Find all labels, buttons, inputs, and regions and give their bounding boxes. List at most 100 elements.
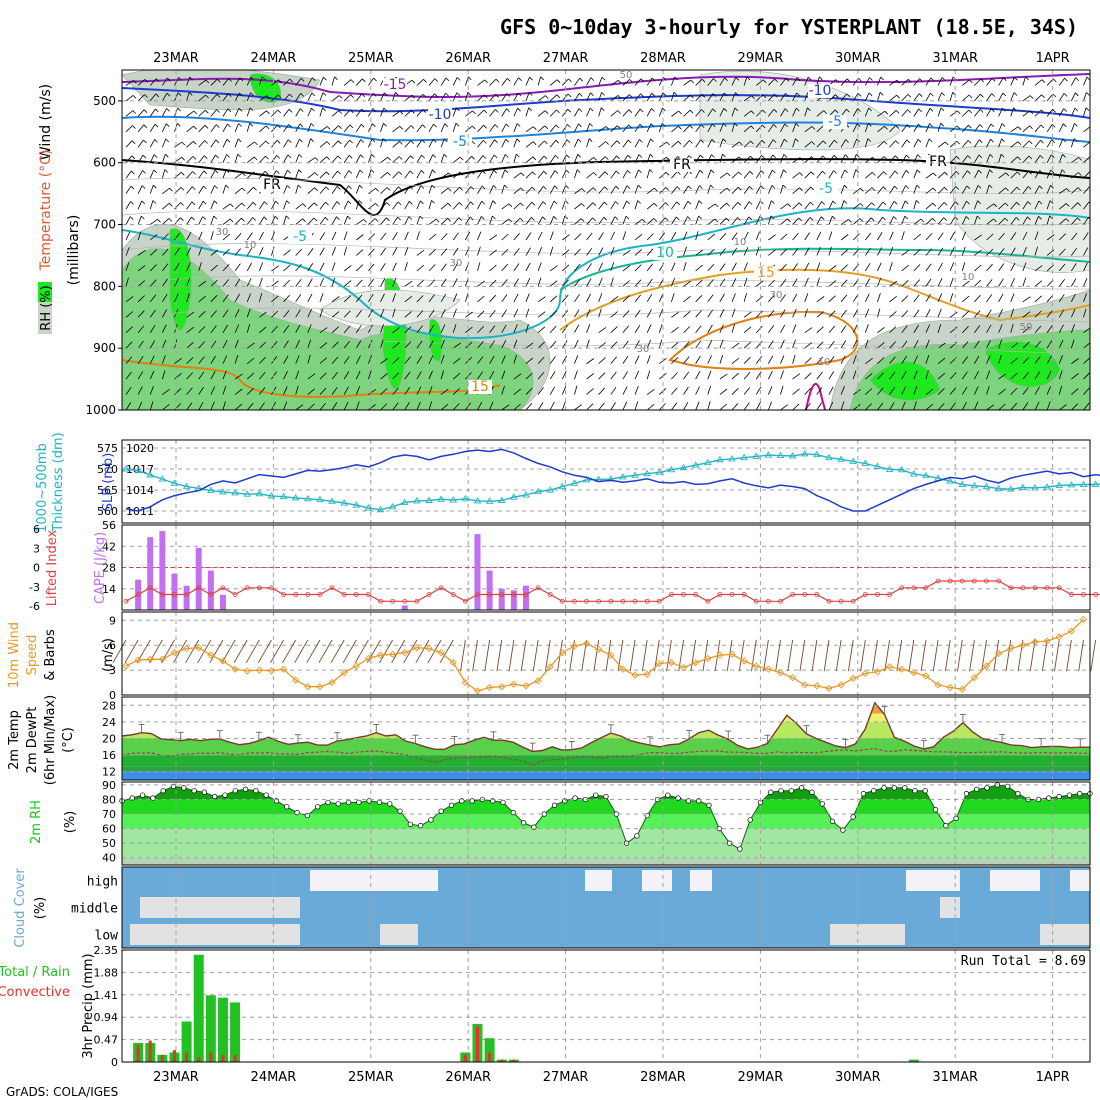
wind-barb <box>864 107 870 117</box>
wind-barb-feather <box>1028 155 1033 160</box>
wind-barb-feather <box>264 171 269 175</box>
wind-barb <box>549 356 556 364</box>
thickness-point <box>716 455 724 463</box>
wind-barb-feather <box>411 79 416 84</box>
precip-convective-bar <box>475 1026 479 1062</box>
wind-barb <box>743 402 750 410</box>
wind-barb <box>137 170 143 179</box>
wind-barb-feather <box>761 155 765 159</box>
wind-barb <box>343 231 348 241</box>
wind-barb-feather <box>724 77 728 82</box>
y-tick-label: 28 <box>102 699 116 712</box>
temp-fill <box>122 702 1090 767</box>
wind-barb-feather <box>567 93 572 98</box>
wind-barb <box>949 277 954 287</box>
cloud-gap <box>940 897 960 918</box>
wind-barb <box>319 357 327 364</box>
wind-barb-feather <box>771 185 776 189</box>
wind-barb-feather <box>202 216 206 220</box>
thickness-point <box>740 453 748 461</box>
wind-barb <box>695 279 703 287</box>
wind-barb <box>149 309 156 318</box>
wind-barb <box>792 232 799 241</box>
isotherm-label: -5 <box>819 181 833 197</box>
wind-barb <box>1010 247 1016 256</box>
wind-barb <box>259 372 266 380</box>
wind-barb-feather <box>980 93 984 98</box>
wind-barb <box>186 141 194 148</box>
wind-barb <box>307 157 316 164</box>
wind-barb-feather <box>468 76 472 81</box>
wind-barb-feather <box>288 124 292 128</box>
wind-barb <box>1096 141 1100 148</box>
wind-barb <box>683 371 690 380</box>
wind-barb <box>562 264 570 272</box>
wind-barb <box>198 231 203 241</box>
wind-barb-feather <box>674 76 678 81</box>
wind-barb <box>525 92 530 102</box>
wind-barb <box>234 293 240 303</box>
wind-barb-feather <box>482 170 486 174</box>
wind-barb <box>961 185 968 194</box>
wind-barb-feather <box>819 76 823 81</box>
wind-barb <box>1058 404 1067 410</box>
rh-point <box>963 790 970 797</box>
wind-barb-feather <box>1077 202 1081 206</box>
wind-barb-feather <box>313 217 318 222</box>
wind-speed-point <box>243 667 251 675</box>
wind-barb <box>792 293 798 303</box>
wind-speed-point <box>946 683 954 692</box>
wind-barb <box>259 356 266 364</box>
wind-barb-feather <box>883 156 888 160</box>
wind-barb <box>840 294 848 303</box>
wind-barb-feather <box>1000 153 1005 158</box>
wind-barb <box>174 77 179 86</box>
wind-barb-10m <box>617 639 624 672</box>
wind-barb <box>792 403 800 410</box>
wind-barb-feather <box>1016 171 1021 176</box>
wind-barb <box>198 109 206 117</box>
wind-barb-feather <box>617 110 621 114</box>
wind-barb-feather <box>701 78 706 83</box>
wind-barb <box>210 295 218 303</box>
wind-barb <box>149 324 156 333</box>
cape-bar <box>522 585 529 610</box>
wind-speed-point <box>861 669 869 678</box>
wind-barb <box>634 185 639 194</box>
wind-barb <box>380 388 388 395</box>
wind-barb-feather <box>772 154 776 159</box>
wind-barb-10m <box>884 639 891 672</box>
wind-barb <box>380 156 388 164</box>
wind-barb <box>1058 309 1065 318</box>
wind-barb <box>137 139 144 148</box>
wind-barb-feather <box>601 92 605 96</box>
wind-barb <box>586 187 594 194</box>
wind-barb-feather <box>1050 185 1054 189</box>
wind-barb-feather <box>361 108 365 113</box>
wind-barb <box>719 92 725 102</box>
wind-barb <box>537 125 546 133</box>
wind-barb <box>162 388 170 395</box>
thickness-point <box>655 468 664 475</box>
wind-barb <box>962 109 970 117</box>
wind-barb <box>307 354 311 364</box>
y-tick-label-cape: 56 <box>102 519 116 532</box>
wind-barb <box>489 109 496 117</box>
wind-barb <box>913 264 921 272</box>
wind-barb-feather <box>383 107 388 112</box>
wind-barb <box>961 140 969 148</box>
wind-barb <box>877 186 884 194</box>
thickness-point <box>255 489 264 497</box>
wind-barb <box>937 187 945 194</box>
wind-barb-feather <box>700 154 704 159</box>
wind-barb <box>622 231 627 241</box>
wind-barb-feather <box>666 156 670 161</box>
wind-barb-feather <box>738 141 743 146</box>
wind-barb-feather <box>444 138 448 143</box>
wind-barb <box>901 154 907 163</box>
wind-barb <box>937 293 943 302</box>
wind-barb <box>998 172 1007 179</box>
wind-barb <box>489 370 495 380</box>
wind-barb <box>271 325 278 333</box>
